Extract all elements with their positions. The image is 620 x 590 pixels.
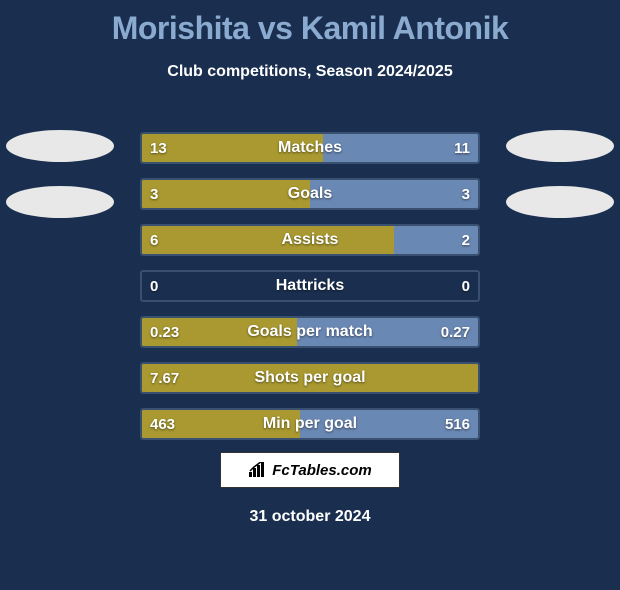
fctables-logo: FcTables.com bbox=[220, 452, 400, 488]
left-team-ovals bbox=[6, 130, 114, 218]
chart-icon bbox=[248, 462, 268, 478]
oval-placeholder bbox=[6, 186, 114, 218]
stat-value-left: 7.67 bbox=[150, 364, 179, 392]
stat-label: Goals per match bbox=[142, 318, 478, 346]
stat-label: Goals bbox=[142, 180, 478, 208]
stat-label: Min per goal bbox=[142, 410, 478, 438]
page-subtitle: Club competitions, Season 2024/2025 bbox=[0, 63, 620, 81]
stat-value-right: 516 bbox=[445, 410, 470, 438]
stat-value-left: 463 bbox=[150, 410, 175, 438]
stat-row: Goals3 3 bbox=[140, 178, 480, 210]
stat-label: Assists bbox=[142, 226, 478, 254]
stat-value-right: 0.27 bbox=[441, 318, 470, 346]
stat-value-right: 11 bbox=[454, 134, 470, 162]
logo-text: FcTables.com bbox=[272, 462, 371, 479]
stat-row: Hattricks0 0 bbox=[140, 270, 480, 302]
stat-label: Hattricks bbox=[142, 272, 478, 300]
oval-placeholder bbox=[6, 130, 114, 162]
oval-placeholder bbox=[506, 130, 614, 162]
stat-row: Shots per goal7.67 bbox=[140, 362, 480, 394]
stat-value-left: 0 bbox=[150, 272, 158, 300]
right-team-ovals bbox=[506, 130, 614, 218]
stat-row: Min per goal463 516 bbox=[140, 408, 480, 440]
stat-label: Matches bbox=[142, 134, 478, 162]
oval-placeholder bbox=[506, 186, 614, 218]
stat-value-left: 3 bbox=[150, 180, 158, 208]
stat-label: Shots per goal bbox=[142, 364, 478, 392]
date-label: 31 october 2024 bbox=[0, 508, 620, 526]
stat-row: Assists6 2 bbox=[140, 224, 480, 256]
stat-value-right: 0 bbox=[462, 272, 470, 300]
stat-row: Goals per match0.23 0.27 bbox=[140, 316, 480, 348]
stat-value-right: 3 bbox=[462, 180, 470, 208]
stat-value-left: 0.23 bbox=[150, 318, 179, 346]
stat-value-left: 13 bbox=[150, 134, 167, 162]
stat-row: Matches13 11 bbox=[140, 132, 480, 164]
comparison-rows: Matches13 11 Goals3 3 Assists6 2 Hattricks0 0 Go… bbox=[140, 132, 480, 440]
stat-value-left: 6 bbox=[150, 226, 158, 254]
stat-value-right: 2 bbox=[462, 226, 470, 254]
page-title: Morishita vs Kamil Antonik bbox=[0, 10, 620, 47]
